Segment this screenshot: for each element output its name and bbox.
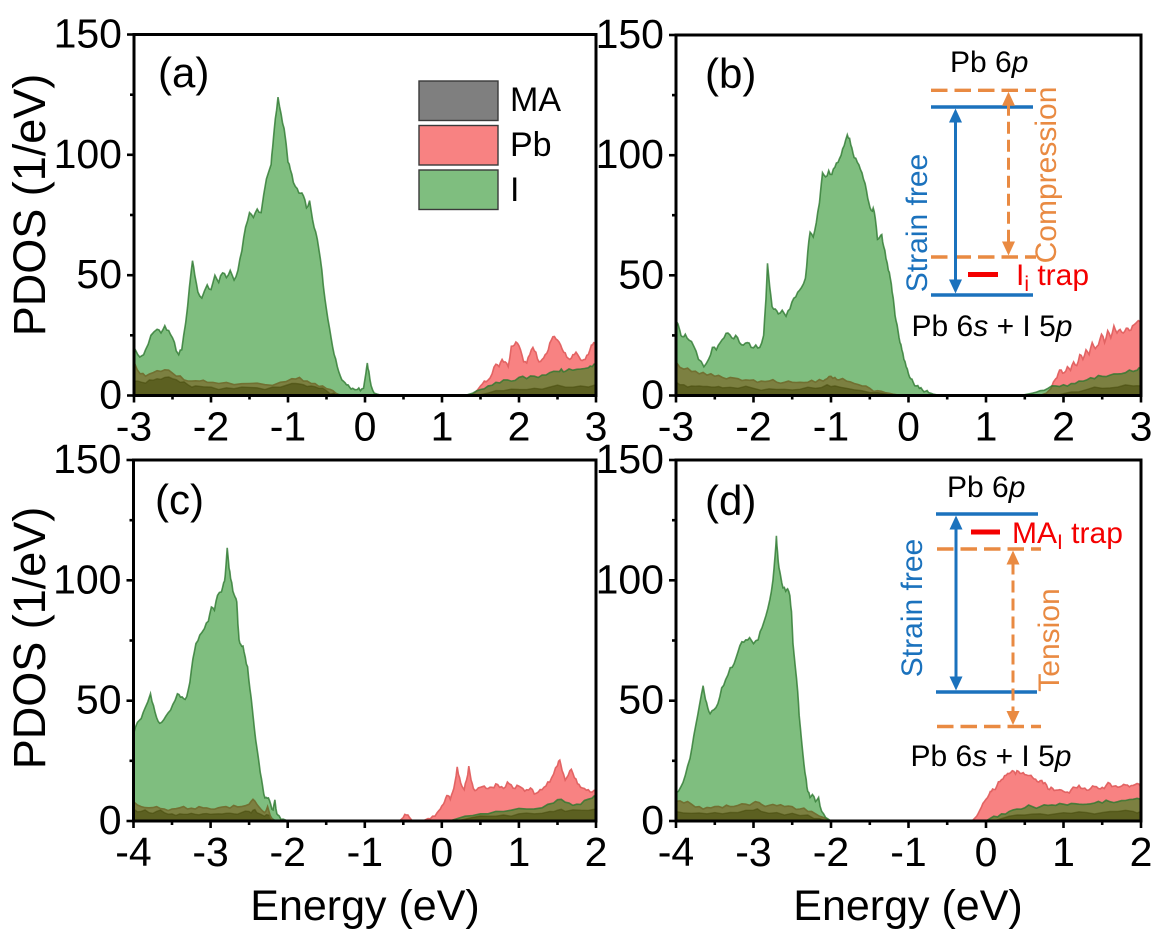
svg-text:0: 0 bbox=[99, 797, 122, 843]
svg-text:-1: -1 bbox=[270, 404, 306, 450]
svg-text:3: 3 bbox=[1130, 404, 1153, 450]
svg-text:Pb 6s + I 5p: Pb 6s + I 5p bbox=[912, 310, 1073, 343]
svg-text:MA: MA bbox=[510, 81, 561, 119]
svg-text:150: 150 bbox=[53, 436, 121, 482]
svg-text:2: 2 bbox=[585, 829, 608, 875]
svg-text:Ii trap: Ii trap bbox=[1016, 259, 1089, 296]
svg-text:-3: -3 bbox=[735, 829, 771, 875]
svg-text:50: 50 bbox=[76, 251, 122, 297]
svg-text:0: 0 bbox=[430, 829, 453, 875]
svg-text:-2: -2 bbox=[813, 829, 849, 875]
svg-text:Energy (eV): Energy (eV) bbox=[793, 882, 1022, 930]
svg-text:Strain free: Strain free bbox=[901, 154, 934, 292]
svg-text:(a): (a) bbox=[158, 49, 209, 96]
svg-text:I: I bbox=[510, 171, 519, 209]
svg-text:1: 1 bbox=[1052, 829, 1075, 875]
svg-text:Pb 6p: Pb 6p bbox=[947, 471, 1025, 504]
svg-text:Strain free: Strain free bbox=[896, 539, 929, 677]
svg-text:150: 150 bbox=[596, 11, 664, 57]
svg-text:Tension: Tension bbox=[1033, 588, 1066, 691]
svg-text:50: 50 bbox=[618, 251, 664, 297]
svg-text:-3: -3 bbox=[658, 404, 694, 450]
svg-text:-1: -1 bbox=[813, 404, 849, 450]
svg-text:Pb 6s + I 5p: Pb 6s + I 5p bbox=[911, 740, 1072, 773]
svg-text:0: 0 bbox=[975, 829, 998, 875]
svg-text:100: 100 bbox=[596, 556, 664, 602]
svg-text:2: 2 bbox=[1052, 404, 1075, 450]
svg-text:0: 0 bbox=[641, 797, 664, 843]
svg-text:100: 100 bbox=[54, 131, 122, 177]
svg-text:(b): (b) bbox=[705, 50, 756, 97]
svg-text:-1: -1 bbox=[347, 829, 383, 875]
svg-text:-4: -4 bbox=[658, 829, 694, 875]
svg-text:150: 150 bbox=[596, 436, 664, 482]
svg-text:100: 100 bbox=[596, 131, 664, 177]
svg-text:100: 100 bbox=[53, 556, 121, 602]
svg-text:(c): (c) bbox=[155, 476, 204, 523]
svg-text:1: 1 bbox=[507, 829, 530, 875]
svg-text:150: 150 bbox=[54, 11, 122, 57]
svg-text:Compression: Compression bbox=[1030, 87, 1063, 264]
svg-text:0: 0 bbox=[354, 404, 377, 450]
svg-text:50: 50 bbox=[76, 677, 122, 723]
svg-text:3: 3 bbox=[585, 404, 608, 450]
svg-text:-4: -4 bbox=[115, 829, 151, 875]
svg-text:1: 1 bbox=[975, 404, 998, 450]
svg-text:-3: -3 bbox=[116, 404, 152, 450]
svg-text:1: 1 bbox=[431, 404, 454, 450]
svg-text:0: 0 bbox=[641, 372, 664, 418]
svg-text:-1: -1 bbox=[890, 829, 926, 875]
svg-text:(d): (d) bbox=[705, 477, 756, 524]
svg-text:MAI trap: MAI trap bbox=[1012, 517, 1123, 554]
svg-text:PDOS (1/eV): PDOS (1/eV) bbox=[4, 507, 55, 770]
svg-text:0: 0 bbox=[897, 404, 920, 450]
svg-text:-2: -2 bbox=[269, 829, 305, 875]
svg-text:2: 2 bbox=[508, 404, 531, 450]
svg-text:-3: -3 bbox=[192, 829, 228, 875]
svg-text:0: 0 bbox=[99, 372, 122, 418]
svg-text:Pb 6p: Pb 6p bbox=[950, 46, 1028, 79]
svg-text:-2: -2 bbox=[193, 404, 229, 450]
svg-text:2: 2 bbox=[1130, 829, 1153, 875]
svg-text:PDOS (1/eV): PDOS (1/eV) bbox=[4, 74, 55, 337]
svg-text:50: 50 bbox=[618, 677, 664, 723]
svg-text:-2: -2 bbox=[735, 404, 771, 450]
svg-text:Energy (eV): Energy (eV) bbox=[250, 882, 479, 930]
svg-text:Pb: Pb bbox=[510, 126, 552, 164]
